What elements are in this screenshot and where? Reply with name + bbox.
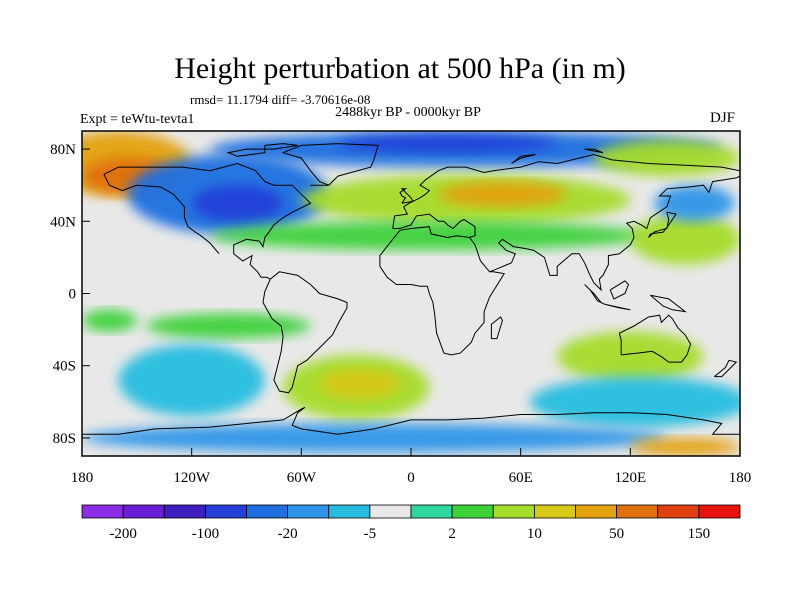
colorbar-swatch xyxy=(410,504,453,519)
chart-title: Height perturbation at 500 hPa (in m) xyxy=(174,52,626,85)
colorbar-label: -5 xyxy=(364,526,377,542)
coastline-2 xyxy=(281,143,379,186)
field-anomaly-17 xyxy=(557,331,704,382)
x-tick-label: 120E xyxy=(614,470,646,486)
x-tick-label: 180 xyxy=(71,470,94,486)
field-anomaly-19 xyxy=(82,423,667,453)
field-anomaly-13 xyxy=(145,313,311,339)
colorbar-label: -20 xyxy=(278,526,298,542)
colorbar-swatch xyxy=(492,504,535,519)
colorbar-swatch xyxy=(246,504,289,519)
colorbar-swatch xyxy=(451,504,494,519)
x-tick-label: 60E xyxy=(509,470,533,486)
colorbar-swatch xyxy=(575,504,618,519)
y-tick-label: 40N xyxy=(50,214,76,230)
colorbar-swatch xyxy=(122,504,165,519)
colorbar-label: 10 xyxy=(527,526,542,542)
map-area xyxy=(81,130,741,457)
field-anomaly-3 xyxy=(191,185,284,222)
coastline-11 xyxy=(648,211,677,238)
colorbar-swatch xyxy=(163,504,206,519)
field-anomaly-16 xyxy=(319,369,401,399)
coastline-10 xyxy=(650,294,688,313)
colorbar-swatch xyxy=(204,504,247,519)
coastline-13 xyxy=(399,188,414,204)
season-label: DJF xyxy=(710,110,736,126)
field-anomaly-20 xyxy=(630,437,740,456)
colorbar-swatch xyxy=(287,504,330,519)
x-tick-label: 120W xyxy=(173,470,211,486)
field-anomaly-11 xyxy=(593,140,740,177)
coastline-18 xyxy=(511,154,536,164)
coastline-16 xyxy=(226,143,298,157)
experiment-label: Expt = teWtu-tevta1 xyxy=(80,112,195,127)
colorbar-swatch xyxy=(698,504,741,519)
colorbar-label: 2 xyxy=(448,526,456,542)
coastline-15 xyxy=(82,406,740,435)
field-anomaly-10 xyxy=(654,185,735,222)
y-tick-label: 80S xyxy=(53,431,76,447)
field-anomaly-8 xyxy=(209,221,649,251)
colorbar-swatch xyxy=(533,504,576,519)
colorbar-swatch xyxy=(369,504,412,519)
y-tick-label: 40S xyxy=(53,359,76,375)
colorbar-swatch xyxy=(616,504,659,519)
x-tick-label: 60W xyxy=(287,470,317,486)
colorbar-swatch xyxy=(657,504,700,519)
y-tick-label: 0 xyxy=(69,287,77,303)
coastline-6 xyxy=(618,314,692,363)
field-anomaly-7 xyxy=(438,181,567,207)
colorbar-swatch xyxy=(328,504,371,519)
coastline-5 xyxy=(489,175,740,292)
field-anomaly-5 xyxy=(337,134,558,153)
field-anomaly-18 xyxy=(529,376,740,428)
field-anomaly-12 xyxy=(82,309,137,332)
colorbar-swatch xyxy=(81,504,124,519)
y-tick-label: 80N xyxy=(50,142,76,158)
field-anomaly-9 xyxy=(630,214,740,265)
colorbar-label: -200 xyxy=(109,526,137,542)
coastline-4 xyxy=(379,213,506,356)
x-tick-label: 180 xyxy=(729,470,752,486)
coastline-0 xyxy=(103,162,348,394)
coastline-3 xyxy=(392,153,740,229)
colorbar-label: 150 xyxy=(688,526,711,542)
field-anomaly-14 xyxy=(118,344,265,417)
x-tick-label: 0 xyxy=(407,470,415,486)
colorbar-label: -100 xyxy=(192,526,220,542)
coastline-12 xyxy=(490,316,503,340)
coastline-14 xyxy=(714,359,738,378)
colorbar-label: 50 xyxy=(609,526,624,542)
period-label: 2488kyr BP - 0000kyr BP xyxy=(335,105,481,120)
stats-label: rmsd= 11.1794 diff= -3.70616e-08 xyxy=(190,92,371,107)
coastline-17 xyxy=(584,148,604,154)
coastline-9 xyxy=(609,280,630,300)
coastline-1 xyxy=(103,174,220,255)
coastline-8 xyxy=(604,303,631,311)
